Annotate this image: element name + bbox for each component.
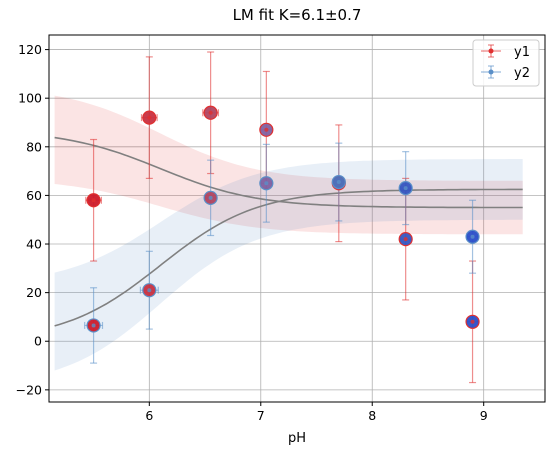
point-y1	[470, 319, 475, 324]
x-tick-label: 7	[257, 408, 265, 423]
point-y2	[147, 288, 152, 293]
y-tick-label: 40	[26, 237, 42, 252]
point-y2	[403, 186, 408, 191]
y-tick-label: 60	[26, 188, 42, 203]
y-tick-label: 120	[18, 42, 42, 57]
legend-label-y2: y2	[514, 66, 530, 81]
grid-layer	[49, 35, 545, 402]
point-y1	[264, 127, 269, 132]
y-tick-label: 100	[18, 91, 42, 106]
y-tick-label: 20	[26, 285, 42, 300]
band-layer	[54, 95, 523, 371]
point-y1	[403, 237, 408, 242]
legend: y1 y2	[472, 39, 540, 87]
y-tick-label: −20	[16, 382, 42, 397]
x-tick-label: 6	[145, 408, 153, 423]
point-y2	[470, 234, 475, 239]
fit-curve-1	[54, 136, 523, 209]
tick-layer: 6 7 8 9 −20 0 20 40 60 80 100 120	[16, 42, 488, 423]
fit-curve-2	[54, 188, 523, 327]
point-y2	[264, 181, 269, 186]
curve-layer	[54, 136, 523, 327]
point-y1	[208, 110, 213, 115]
point-y2	[91, 323, 96, 328]
y-tick-label: 80	[26, 139, 42, 154]
x-axis-label: pH	[288, 431, 306, 446]
x-tick-label: 8	[368, 408, 376, 423]
legend-label-y1: y1	[514, 45, 530, 60]
chart-title: LM fit K=6.1±0.7	[233, 6, 362, 24]
legend-entry-y1	[481, 44, 501, 58]
x-tick-label: 9	[480, 408, 488, 423]
legend-entry-y2	[481, 65, 501, 79]
legend-marker	[488, 48, 494, 54]
y-tick-label: 0	[34, 334, 42, 349]
plot-frame	[48, 34, 546, 403]
point-y1	[91, 198, 96, 203]
marker-layer	[86, 105, 480, 333]
legend-marker	[488, 69, 494, 75]
point-y1	[147, 115, 152, 120]
point-y2	[208, 195, 213, 200]
point-y2	[336, 180, 341, 185]
